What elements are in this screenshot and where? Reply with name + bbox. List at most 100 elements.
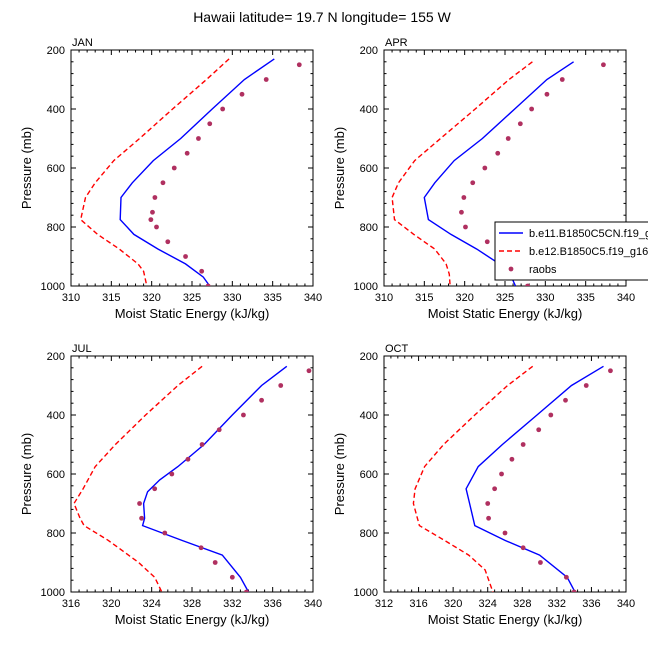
x-tick-label: 310 bbox=[62, 292, 80, 304]
panel-label: JUL bbox=[72, 343, 92, 355]
x-tick-label: 315 bbox=[415, 292, 433, 304]
legend: b.e11.B1850C5CN.f19_g16.0 b.e12.B1850C5.f… bbox=[494, 221, 648, 281]
y-axis-label: Pressure (mb) bbox=[332, 127, 347, 209]
y-tick-label: 400 bbox=[47, 104, 65, 116]
raobs-point bbox=[199, 442, 205, 447]
raobs-point bbox=[536, 427, 542, 433]
raobs-point bbox=[259, 397, 264, 403]
figure-title: Hawaii latitude= 19.7 N longitude= 155 W bbox=[193, 9, 451, 25]
raobs-point bbox=[152, 195, 158, 200]
y-tick-label: 200 bbox=[47, 45, 65, 57]
panel-label: APR bbox=[385, 37, 408, 49]
y-axis-label: Pressure (mb) bbox=[19, 127, 34, 209]
y-tick-label: 400 bbox=[360, 104, 378, 116]
raobs-point bbox=[486, 515, 491, 521]
raobs-point bbox=[492, 486, 498, 492]
raobs-point bbox=[165, 239, 171, 245]
x-tick-label: 332 bbox=[223, 598, 241, 610]
raobs-point bbox=[229, 574, 235, 580]
raobs-point bbox=[563, 574, 569, 580]
y-tick-label: 200 bbox=[360, 45, 378, 57]
raobs-point bbox=[139, 515, 144, 521]
panels: 310 315 320 325 330 335 340 200 400 600 800 1000 JAN… bbox=[19, 37, 635, 627]
y-tick-label: 600 bbox=[360, 163, 378, 175]
raobs-point bbox=[548, 412, 554, 418]
y-tick-label: 200 bbox=[47, 351, 65, 363]
raobs-point bbox=[220, 106, 226, 112]
raobs-point bbox=[495, 150, 501, 156]
x-tick-label: 312 bbox=[375, 598, 393, 610]
x-tick-label: 325 bbox=[183, 292, 201, 304]
series-line-e11 bbox=[465, 365, 604, 592]
raobs-point bbox=[461, 195, 467, 200]
raobs-point bbox=[485, 501, 491, 506]
raobs-point bbox=[278, 383, 284, 388]
y-tick-label: 600 bbox=[360, 469, 378, 481]
raobs-point bbox=[505, 136, 511, 141]
raobs-point bbox=[525, 283, 530, 286]
raobs-point bbox=[484, 239, 490, 245]
raobs-point bbox=[459, 209, 464, 215]
raobs-point bbox=[529, 106, 535, 112]
raobs-point bbox=[137, 501, 142, 506]
y-tick-label: 800 bbox=[47, 222, 65, 234]
raobs-point bbox=[244, 589, 249, 592]
y-tick-label: 600 bbox=[47, 163, 65, 175]
raobs-point bbox=[207, 121, 213, 127]
series-line-e12 bbox=[73, 365, 203, 592]
x-tick-label: 316 bbox=[409, 598, 427, 610]
raobs-point bbox=[239, 91, 245, 97]
x-tick-label: 328 bbox=[513, 598, 531, 610]
raobs-point bbox=[212, 560, 218, 565]
x-tick-label: 332 bbox=[548, 598, 566, 610]
raobs-point bbox=[160, 180, 166, 186]
x-tick-label: 324 bbox=[479, 598, 497, 610]
y-tick-label: 400 bbox=[360, 410, 378, 422]
raobs-point bbox=[183, 254, 188, 259]
raobs-point bbox=[152, 486, 158, 492]
x-tick-label: 324 bbox=[142, 598, 160, 610]
raobs-point bbox=[583, 383, 589, 388]
raobs-point bbox=[571, 589, 577, 592]
panel-oct: 312 316 320 324 328 332 336 340 200 400 600 800 1000… bbox=[332, 343, 635, 627]
x-tick-label: 320 bbox=[142, 292, 160, 304]
x-tick-label: 315 bbox=[102, 292, 120, 304]
raobs-point bbox=[185, 456, 191, 462]
raobs-point bbox=[169, 471, 175, 477]
x-axis-label: Moist Static Energy (kJ/kg) bbox=[428, 612, 583, 627]
x-tick-label: 335 bbox=[576, 292, 594, 304]
raobs-point bbox=[509, 456, 515, 462]
y-tick-label: 1000 bbox=[354, 281, 378, 293]
x-tick-label: 340 bbox=[304, 292, 322, 304]
x-tick-label: 325 bbox=[496, 292, 514, 304]
x-axis-label: Moist Static Energy (kJ/kg) bbox=[428, 306, 583, 321]
raobs-point bbox=[517, 121, 523, 127]
raobs-point bbox=[148, 217, 154, 223]
plot-area bbox=[73, 365, 312, 592]
raobs-point bbox=[538, 560, 543, 565]
raobs-point bbox=[463, 224, 468, 230]
raobs-point bbox=[470, 180, 476, 186]
plot-area bbox=[412, 365, 613, 592]
legend-label: raobs bbox=[529, 264, 557, 276]
x-tick-label: 336 bbox=[263, 598, 281, 610]
panel-apr: 310 315 320 325 330 335 340 200 400 600 800 1000 APR… bbox=[332, 37, 635, 321]
y-tick-label: 1000 bbox=[41, 281, 65, 293]
raobs-point bbox=[482, 165, 488, 171]
y-axis-label: Pressure (mb) bbox=[332, 433, 347, 515]
x-tick-label: 320 bbox=[455, 292, 473, 304]
raobs-point bbox=[154, 224, 159, 230]
legend-box bbox=[494, 221, 648, 281]
y-tick-label: 800 bbox=[47, 528, 65, 540]
raobs-point bbox=[150, 209, 155, 215]
raobs-point bbox=[196, 136, 201, 141]
raobs-point bbox=[216, 427, 222, 433]
plot-area bbox=[79, 58, 302, 286]
x-tick-label: 328 bbox=[183, 598, 201, 610]
x-tick-label: 320 bbox=[102, 598, 120, 610]
y-tick-label: 1000 bbox=[354, 587, 378, 599]
x-axis-label: Moist Static Energy (kJ/kg) bbox=[115, 612, 270, 627]
series-line-e12 bbox=[79, 58, 230, 286]
raobs-point bbox=[559, 77, 565, 82]
raobs-point bbox=[241, 412, 246, 418]
